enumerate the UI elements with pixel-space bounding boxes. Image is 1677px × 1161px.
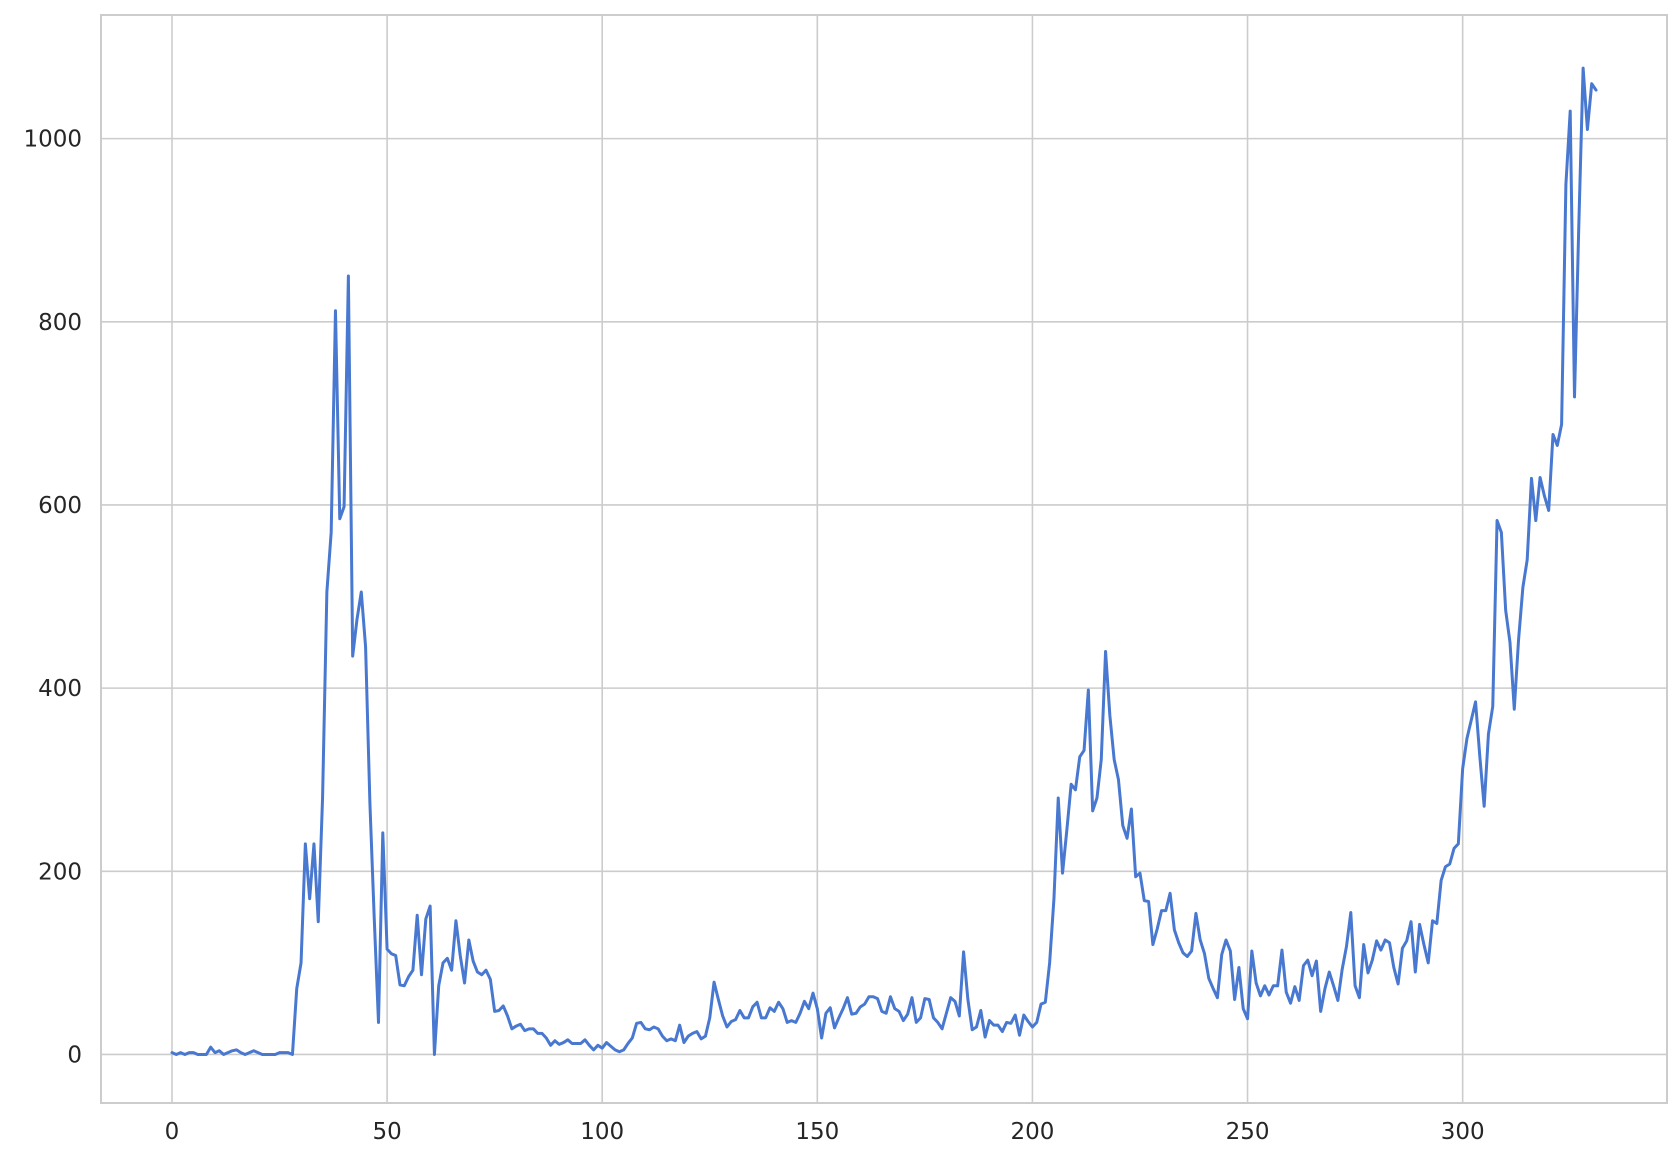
y-tick-label: 1000 <box>23 127 82 153</box>
y-tick-label: 0 <box>67 1042 82 1068</box>
y-tick-label: 800 <box>38 310 82 336</box>
x-tick-label: 0 <box>165 1119 180 1145</box>
x-tick-label: 300 <box>1441 1119 1485 1145</box>
axes-border <box>100 14 1668 1104</box>
y-tick-label: 400 <box>38 676 82 702</box>
series-line <box>170 66 1598 1056</box>
y-axis: 0 200 400 600 800 1000 <box>23 127 82 1069</box>
x-tick-label: 50 <box>372 1119 401 1145</box>
plot-frame <box>100 14 1668 1104</box>
y-tick-label: 200 <box>38 859 82 885</box>
x-axis: 0 50 100 150 200 250 300 <box>165 1119 1485 1145</box>
grid-lines <box>101 15 1667 1103</box>
x-tick-label: 250 <box>1226 1119 1270 1145</box>
x-tick-label: 150 <box>795 1119 839 1145</box>
x-tick-label: 100 <box>580 1119 624 1145</box>
y-tick-label: 600 <box>38 493 82 519</box>
x-tick-label: 200 <box>1010 1119 1054 1145</box>
plot-area <box>170 66 1598 1056</box>
